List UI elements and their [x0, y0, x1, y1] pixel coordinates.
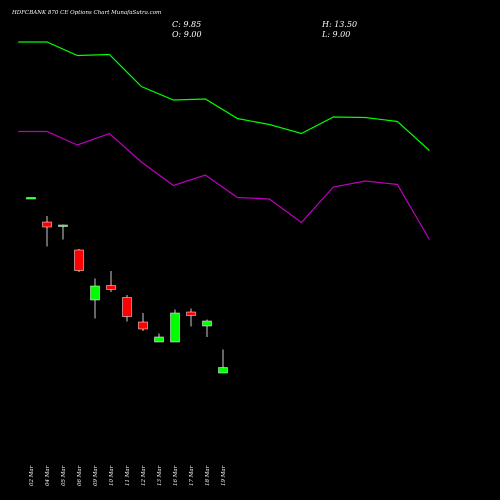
band-lines — [18, 41, 430, 240]
x-tick-label: 09 Mar — [93, 465, 99, 486]
candle-body — [218, 367, 228, 374]
lower-band-line — [18, 130, 430, 240]
x-tick-label: 04 Mar — [45, 465, 51, 486]
x-tick-label: 19 Mar — [221, 465, 227, 486]
x-tick-label: 13 Mar — [157, 465, 163, 486]
x-tick-label: 11 Mar — [125, 465, 131, 486]
x-tick-label: 17 Mar — [189, 465, 195, 486]
candle — [202, 319, 212, 337]
candle-body — [138, 321, 148, 330]
candle-body — [26, 197, 36, 200]
candles — [26, 197, 228, 374]
candle — [106, 271, 116, 292]
candle — [154, 333, 164, 343]
candle — [218, 349, 228, 374]
candle — [122, 295, 132, 322]
x-axis-labels: 02 Mar 04 Mar 05 Mar 06 Mar 09 Mar 10 Mar 11 M… — [29, 465, 227, 486]
candle-body — [154, 336, 164, 343]
chart-title: HDFCBANK 870 CE Options Chart MunafaSutr… — [12, 10, 162, 16]
upper-band-line — [18, 41, 430, 151]
candle — [26, 197, 36, 200]
candle-body — [58, 224, 68, 227]
candle-body — [186, 311, 196, 316]
candle — [74, 249, 84, 272]
candle — [170, 309, 180, 343]
candle — [42, 216, 52, 247]
x-tick-label: 12 Mar — [141, 465, 147, 486]
candle-body — [90, 285, 100, 301]
candle-body — [42, 221, 52, 228]
x-tick-label: 16 Mar — [173, 465, 179, 486]
x-tick-label: 06 Mar — [77, 465, 83, 486]
candle-body — [202, 320, 212, 327]
candle-body — [170, 312, 180, 343]
close-value: C: 9.85 — [172, 20, 202, 29]
candle — [90, 278, 100, 319]
x-tick-label: 10 Mar — [109, 465, 115, 486]
x-tick-label: 18 Mar — [205, 465, 211, 486]
open-value: O: 9.00 — [172, 30, 202, 39]
x-tick-label: 05 Mar — [61, 465, 67, 486]
candle-body — [74, 249, 84, 271]
candle-body — [122, 297, 132, 317]
candle — [138, 313, 148, 331]
x-tick-label: 02 Mar — [29, 465, 35, 486]
candle — [58, 224, 68, 240]
candle — [186, 308, 196, 327]
low-value: L: 9.00 — [322, 30, 351, 39]
candle-body — [106, 285, 116, 290]
high-value: H: 13.50 — [322, 20, 358, 29]
